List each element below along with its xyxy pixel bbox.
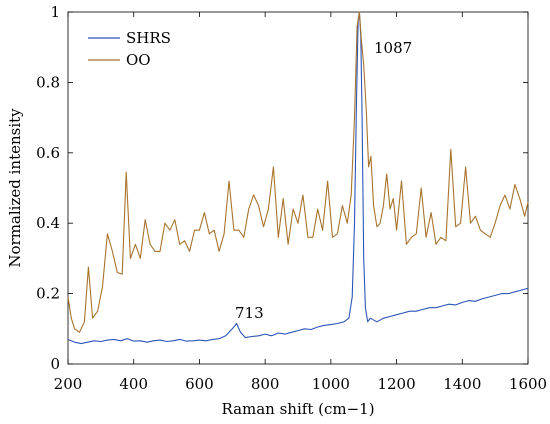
x-tick-label: 1400 [443,375,481,393]
x-tick-label: 1000 [312,375,350,393]
x-tick-label: 1200 [377,375,415,393]
plot-area-frame [67,11,529,365]
peak-annotation-1087: 1087 [374,39,412,57]
x-axis-label: Raman shift (cm−1) [221,400,374,418]
y-tick-label: 0.6 [36,144,60,162]
x-tick-label: 200 [54,375,83,393]
series-lines [67,11,529,345]
y-tick-label: 0.4 [36,214,60,232]
y-tick-label: 0.8 [36,73,60,91]
legend: SHRS OO [88,29,171,69]
legend-label-oo: OO [126,51,151,69]
y-tick-label: 0 [50,355,60,373]
y-axis-label: Normalized intensity [6,108,24,268]
peak-annotation-713: 713 [235,304,264,322]
legend-label-shrs: SHRS [126,29,171,47]
series-line-shrs [67,11,529,345]
x-tick-label: 800 [251,375,280,393]
series-line-oo [67,11,529,333]
x-tick-label: 400 [119,375,148,393]
axis-ticks: 200 400 600 800 1000 1200 1400 1600 0 0.2 0.4 0.6 0.… [36,3,547,393]
y-tick-label: 1 [50,3,60,21]
y-tick-label: 0.2 [36,285,60,303]
x-tick-label: 600 [185,375,214,393]
x-tick-label: 1600 [509,375,547,393]
